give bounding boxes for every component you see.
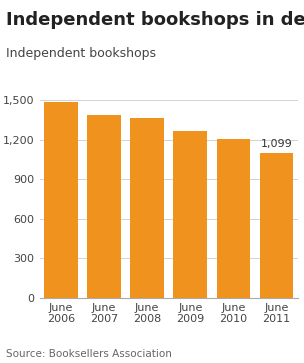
Bar xyxy=(130,118,164,298)
Bar xyxy=(87,115,121,298)
Text: Independent bookshops: Independent bookshops xyxy=(6,47,156,60)
Bar xyxy=(44,102,78,298)
Text: Independent bookshops in decline: Independent bookshops in decline xyxy=(6,11,304,29)
Text: Source: Booksellers Association: Source: Booksellers Association xyxy=(6,349,172,359)
Bar xyxy=(260,153,293,298)
Bar xyxy=(174,131,207,298)
Bar xyxy=(216,139,250,298)
Text: 1,099: 1,099 xyxy=(261,139,293,149)
